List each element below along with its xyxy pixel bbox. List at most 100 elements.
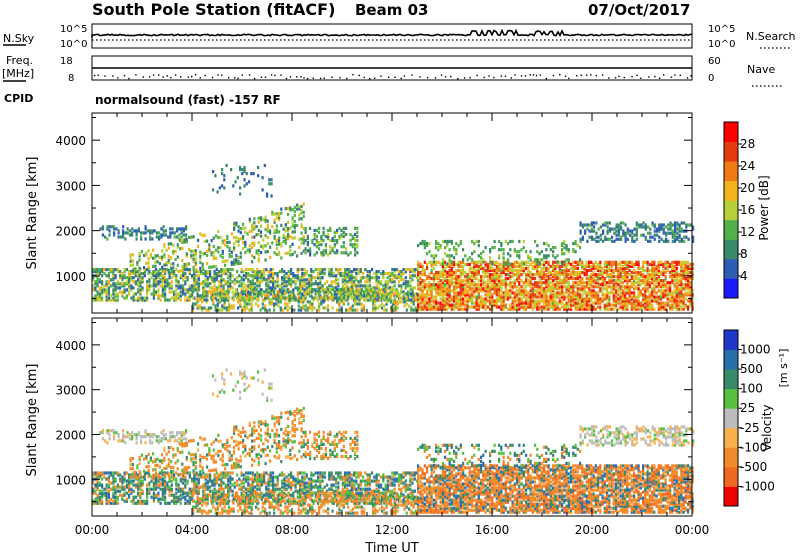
power-cell xyxy=(480,301,483,305)
power-cell xyxy=(644,225,647,229)
power-cell xyxy=(351,237,354,241)
power-cell xyxy=(689,262,692,266)
power-cell xyxy=(486,283,489,287)
power-cell xyxy=(655,266,658,270)
power-cell xyxy=(280,207,283,211)
power-cell xyxy=(265,282,268,286)
power-cell xyxy=(270,298,273,302)
power-cell xyxy=(310,284,313,288)
power-cell xyxy=(664,279,667,283)
power-cell xyxy=(299,292,302,296)
nave-dot xyxy=(469,77,471,79)
power-cell xyxy=(317,272,320,276)
power-cell xyxy=(317,276,320,280)
power-cell xyxy=(197,286,200,290)
power-cell xyxy=(658,239,661,243)
power-cell xyxy=(128,229,131,233)
power-cell xyxy=(684,266,687,270)
power-cell xyxy=(561,279,564,283)
power-cell xyxy=(164,229,167,233)
power-cell xyxy=(114,298,117,302)
power-cell xyxy=(300,211,303,215)
power-cell xyxy=(308,274,311,278)
power-cell xyxy=(377,282,380,286)
power-cell xyxy=(368,274,371,278)
power-cell xyxy=(164,296,167,300)
power-cell xyxy=(480,297,483,301)
power-cell xyxy=(202,292,205,296)
power-cell xyxy=(453,277,456,281)
power-cell xyxy=(324,288,327,292)
power-cell xyxy=(612,268,615,273)
power-cell xyxy=(168,298,171,302)
power-cell xyxy=(359,292,362,296)
power-cell xyxy=(349,294,352,298)
power-cell xyxy=(110,268,113,272)
power-cell xyxy=(626,297,629,301)
power-cell xyxy=(500,287,503,291)
power-cell xyxy=(516,295,519,299)
power-cell xyxy=(309,247,312,251)
power-cell xyxy=(646,260,649,264)
power-cell xyxy=(265,278,268,282)
power-cell xyxy=(272,294,275,298)
power-cell xyxy=(646,289,649,293)
power-cell xyxy=(660,297,663,301)
power-cell xyxy=(166,284,169,288)
power-cell xyxy=(103,290,106,294)
power-cell xyxy=(237,300,240,304)
power-cell xyxy=(161,249,164,253)
power-cell xyxy=(585,283,588,287)
power-cell xyxy=(606,297,609,301)
power-cell xyxy=(321,284,324,288)
power-cell xyxy=(254,282,257,286)
power-cell xyxy=(340,306,343,310)
power-cell xyxy=(525,281,528,285)
power-cell xyxy=(270,194,273,198)
power-cell xyxy=(437,307,440,311)
power-cell xyxy=(319,268,322,272)
power-cell xyxy=(459,264,462,268)
power-cell xyxy=(148,288,151,292)
power-cell xyxy=(428,273,431,277)
power-cell xyxy=(253,217,256,221)
power-cell xyxy=(432,254,435,258)
power-cell xyxy=(576,266,579,270)
power-cell xyxy=(666,285,669,289)
power-cell xyxy=(646,268,649,273)
power-cell xyxy=(336,298,339,302)
power-cell xyxy=(263,268,266,272)
power-cell xyxy=(208,247,211,251)
power-cell xyxy=(245,172,248,176)
power-cell xyxy=(601,270,604,275)
power-cell xyxy=(468,275,471,279)
power-cell xyxy=(260,288,263,292)
power-cell xyxy=(624,233,627,237)
power-cell xyxy=(246,232,249,236)
power-cell xyxy=(592,293,595,297)
power-cell xyxy=(232,306,235,310)
power-cell xyxy=(236,276,239,280)
power-cell xyxy=(193,278,196,282)
power-cell xyxy=(300,217,303,221)
power-cell xyxy=(98,286,101,290)
power-cell xyxy=(197,276,200,280)
power-cell xyxy=(489,303,492,307)
power-cell xyxy=(203,298,206,302)
power-cell xyxy=(266,225,269,229)
power-cell xyxy=(441,291,444,295)
power-cell xyxy=(622,231,625,235)
power-cell xyxy=(92,286,95,290)
power-cell xyxy=(185,252,188,256)
power-cell xyxy=(283,276,286,280)
power-cell xyxy=(642,293,645,297)
power-cell xyxy=(639,289,642,293)
power-cell xyxy=(675,268,678,273)
power-cell xyxy=(646,305,649,309)
power-cell xyxy=(599,297,602,301)
power-cell xyxy=(210,290,213,294)
power-cell xyxy=(549,299,552,303)
power-cell xyxy=(306,237,309,241)
power-cell xyxy=(620,221,623,225)
power-cell xyxy=(477,289,480,293)
